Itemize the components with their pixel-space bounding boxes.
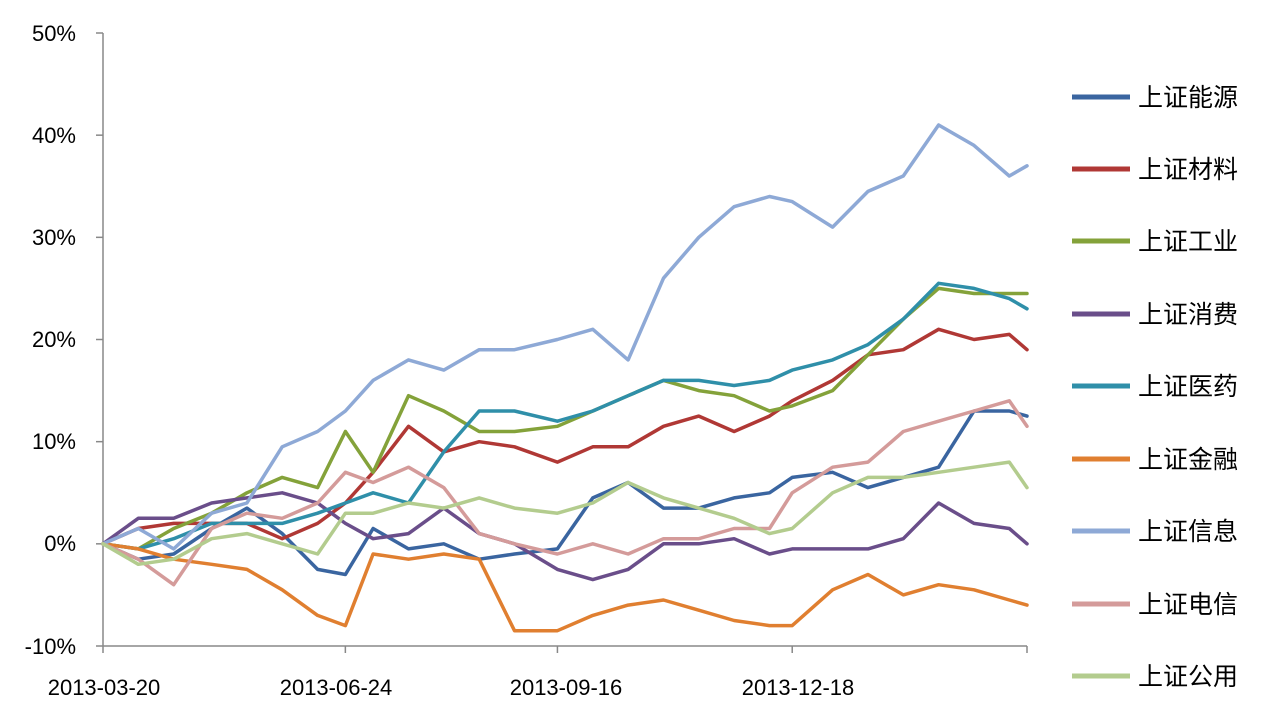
legend-item: 上证材料 xyxy=(1072,155,1238,184)
y-tick-label: 0% xyxy=(44,531,76,556)
legend-item: 上证消费 xyxy=(1072,300,1238,329)
y-tick-label: 50% xyxy=(32,21,76,46)
series-line-9 xyxy=(101,460,1029,567)
y-tick-label: 10% xyxy=(32,429,76,454)
series-line-7 xyxy=(101,123,1029,551)
y-tick-label: 20% xyxy=(32,327,76,352)
y-ticks: 50% 40% 30% 20% 10% 0% -10% xyxy=(25,21,76,659)
series-line-6 xyxy=(101,542,1029,633)
legend-label: 上证电信 xyxy=(1138,590,1238,619)
legend-label: 上证材料 xyxy=(1138,155,1238,184)
series-line-5 xyxy=(101,281,1029,551)
legend-item: 上证医药 xyxy=(1072,372,1238,401)
series-line-8 xyxy=(101,399,1029,587)
legend: 上证能源 上证材料 上证工业 上证消费 上证医药 上证金融 上证信息 上证电信 xyxy=(1072,83,1238,691)
series-line-2 xyxy=(101,327,1029,546)
legend-item: 上证信息 xyxy=(1072,517,1238,546)
y-tick-label: -10% xyxy=(25,634,76,659)
legend-label: 上证金融 xyxy=(1138,445,1238,474)
legend-label: 上证医药 xyxy=(1138,372,1238,401)
series-line-1 xyxy=(101,409,1029,577)
y-tick-label: 30% xyxy=(32,225,76,250)
y-axis xyxy=(96,32,104,647)
legend-label: 上证能源 xyxy=(1138,83,1238,112)
legend-label: 上证信息 xyxy=(1138,517,1238,546)
series-line-4 xyxy=(101,491,1029,582)
legend-item: 上证金融 xyxy=(1072,445,1238,474)
x-tick-label: 2013-03-20 xyxy=(48,675,161,700)
legend-item: 上证电信 xyxy=(1072,590,1238,619)
series-line-3 xyxy=(101,286,1029,551)
y-tick-label: 40% xyxy=(32,123,76,148)
legend-label: 上证公用 xyxy=(1138,662,1238,691)
x-axis xyxy=(102,645,1028,653)
x-tick-label: 2013-06-24 xyxy=(280,675,393,700)
x-ticks: 2013-03-20 2013-06-24 2013-09-16 2013-12… xyxy=(48,675,855,700)
legend-item: 上证工业 xyxy=(1072,227,1238,256)
legend-label: 上证消费 xyxy=(1138,300,1238,329)
x-tick-label: 2013-12-18 xyxy=(742,675,855,700)
legend-label: 上证工业 xyxy=(1138,227,1238,256)
x-tick-label: 2013-09-16 xyxy=(510,675,623,700)
legend-item: 上证公用 xyxy=(1072,662,1238,691)
legend-item: 上证能源 xyxy=(1072,83,1238,112)
series-group xyxy=(101,123,1029,633)
